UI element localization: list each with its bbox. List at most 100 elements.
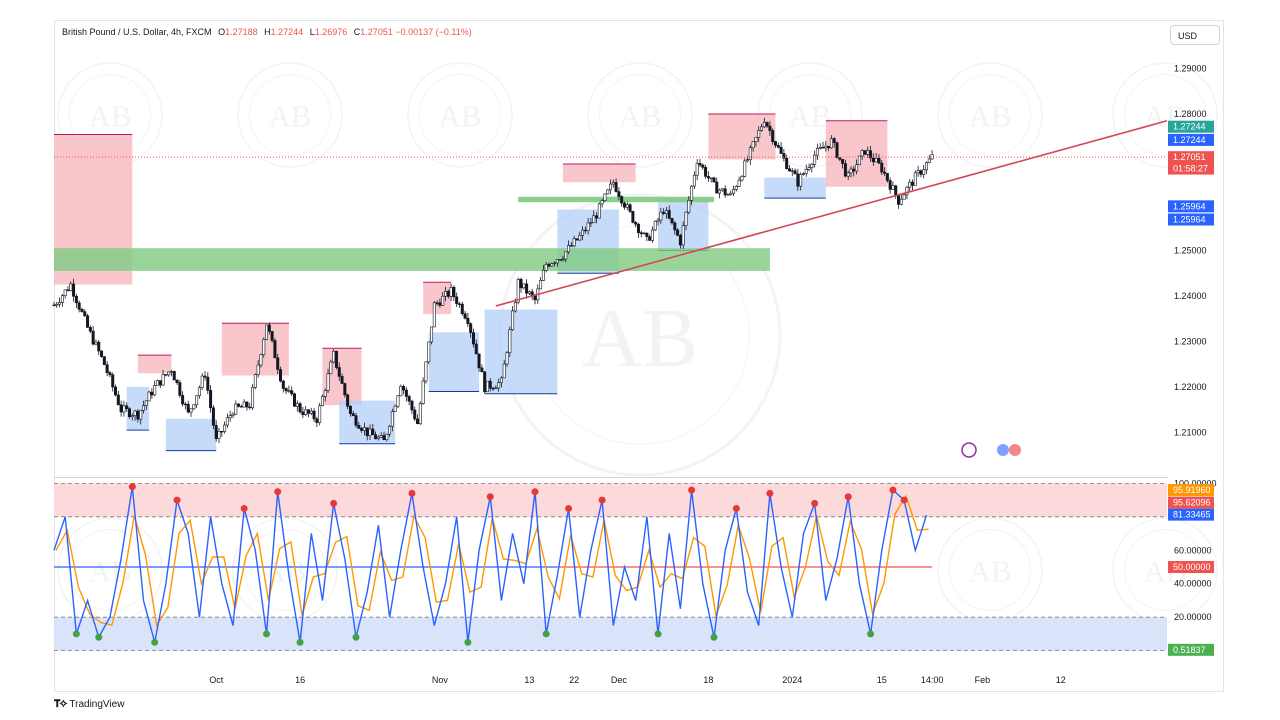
candle-up (857, 155, 861, 166)
candle-down (782, 153, 786, 159)
candle-down (337, 367, 341, 377)
candle-up (799, 174, 803, 187)
candle-up (539, 280, 543, 290)
candle-down (835, 142, 839, 158)
watermark-ring (937, 62, 1043, 168)
candle-down (648, 236, 652, 241)
oversold-signal-dot (296, 638, 304, 646)
symbol-legend[interactable]: British Pound / U.S. Dollar, 4h, FXCM O1… (62, 27, 472, 37)
price-axis-tick: 1.21000 (1174, 427, 1207, 437)
time-axis-tick: Feb (975, 675, 991, 685)
candle-down (100, 350, 104, 357)
currency-button[interactable]: USD (1170, 25, 1220, 45)
candle-down (483, 371, 487, 393)
support-line-band (518, 196, 714, 203)
candle-down (371, 428, 375, 436)
candle-down (446, 290, 450, 297)
candle-up (603, 193, 607, 201)
oversold-signal-dot (654, 630, 662, 638)
candle-up (810, 163, 814, 168)
candle-up (578, 235, 582, 241)
candle-down (72, 283, 76, 297)
candle-down (108, 372, 112, 376)
candles-group (52, 117, 934, 444)
candle-down (785, 157, 789, 170)
candle-down (357, 424, 361, 429)
candle-up (916, 170, 920, 174)
candle-up (155, 380, 159, 386)
candle-up (192, 404, 196, 410)
candle-down (773, 141, 777, 146)
watermark-inner-ring (598, 73, 682, 157)
symbol-title[interactable]: British Pound / U.S. Dollar, 4h, FXCM (62, 27, 212, 37)
candle-down (622, 202, 626, 208)
candle-down (676, 229, 680, 236)
candle-down (86, 315, 90, 328)
tradingview-logo[interactable]: 𝐓✧ TradingView (54, 699, 124, 710)
oversold-signal-dot (464, 638, 472, 646)
candle-up (589, 222, 593, 224)
candle-up (304, 409, 308, 415)
candle-down (211, 407, 215, 426)
candle-down (698, 163, 702, 166)
watermark-text: AB (968, 553, 1011, 588)
candle-up (421, 380, 425, 404)
osc-badge-label: 50.00000 (1173, 562, 1211, 572)
candle-up (732, 189, 736, 194)
demand-zone (484, 309, 558, 394)
candle-up (564, 251, 568, 260)
candle-up (122, 405, 126, 413)
candle-up (746, 159, 750, 162)
watermark-text: AB (268, 98, 311, 133)
candle-down (220, 431, 224, 433)
candle-up (815, 147, 819, 156)
candle-up (388, 425, 392, 435)
candle-up (925, 162, 929, 171)
candle-up (69, 283, 73, 291)
us-flag-event-icon (997, 444, 1009, 456)
candle-up (846, 172, 850, 177)
candle-up (687, 200, 691, 213)
overbought-signal-dot (844, 493, 852, 501)
candle-down (880, 162, 884, 173)
candle-down (334, 350, 338, 368)
price-badge-label: 1.27244 (1173, 135, 1206, 145)
candle-up (385, 433, 389, 441)
candle-up (567, 245, 571, 253)
candle-up (418, 403, 422, 425)
candle-down (91, 330, 95, 345)
candle-down (83, 311, 87, 317)
overbought-signal-dot (274, 488, 282, 496)
candle-up (813, 154, 817, 165)
candle-down (203, 375, 207, 378)
overbought-signal-dot (766, 489, 774, 497)
candle-down (97, 341, 101, 352)
candle-up (611, 182, 615, 185)
candle-up (424, 361, 428, 382)
time-axis-tick: Nov (432, 675, 449, 685)
candle-down (354, 415, 358, 426)
candle-up (692, 174, 696, 187)
candle-down (645, 232, 649, 237)
candle-down (620, 196, 624, 204)
candle-down (636, 223, 640, 233)
candle-up (231, 413, 235, 416)
watermark-inner-ring (948, 73, 1032, 157)
candle-down (164, 374, 168, 376)
candle-up (754, 136, 758, 142)
candle-down (460, 303, 464, 314)
candle-down (172, 371, 176, 381)
candle-up (922, 169, 926, 175)
price-axis-tick: 1.28000 (1174, 109, 1207, 119)
candle-up (751, 141, 755, 149)
pane-separator[interactable] (54, 477, 1168, 478)
osc-badge (1168, 561, 1214, 573)
candle-down (382, 435, 386, 441)
overbought-signal-dot (889, 486, 897, 494)
overbought-signal-dot (531, 488, 539, 496)
candle-down (877, 157, 881, 164)
candle-down (706, 176, 710, 179)
chart-frame (54, 20, 1224, 692)
candle-up (161, 374, 165, 386)
